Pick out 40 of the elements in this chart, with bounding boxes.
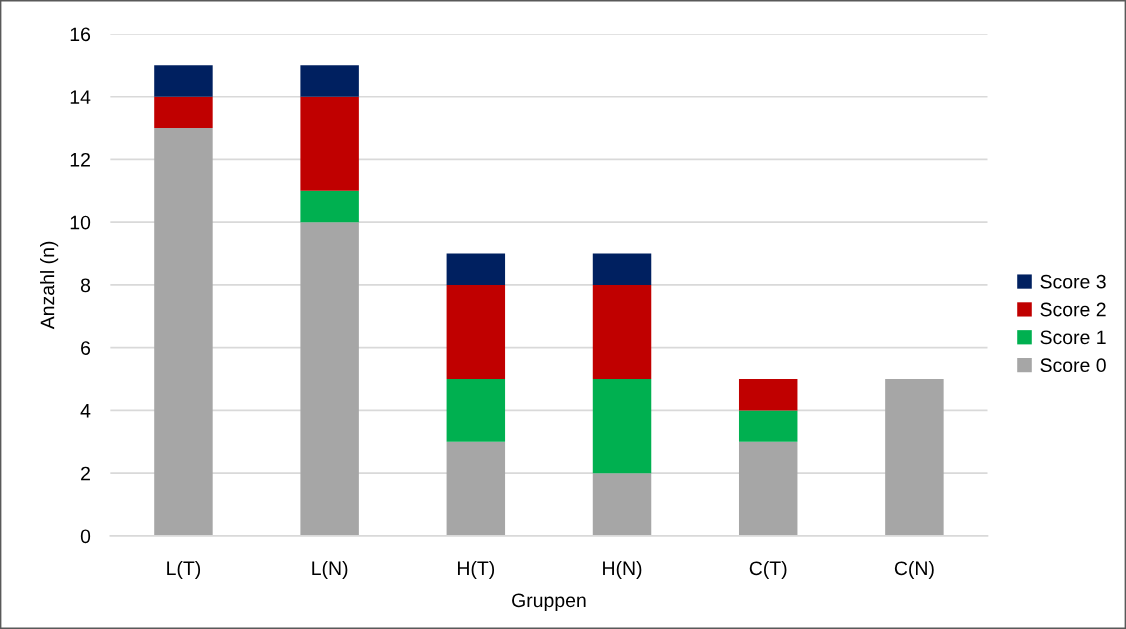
- bar: [300, 96, 359, 191]
- y-tick-label: 14: [70, 90, 91, 104]
- bar: [446, 284, 506, 380]
- y-tick-label: 16: [70, 27, 91, 42]
- bar: [738, 410, 798, 442]
- bar: [446, 441, 506, 536]
- x-tick-label: C(T): [749, 560, 787, 580]
- bar: [446, 379, 506, 442]
- bar: [592, 253, 652, 285]
- bar: [885, 379, 944, 536]
- bar: [592, 379, 652, 474]
- legend-label: Score 2: [1040, 302, 1106, 317]
- y-tick-label: 2: [81, 466, 90, 481]
- bar: [738, 379, 798, 411]
- x-axis-title: Gruppen: [512, 593, 586, 612]
- y-tick-label: 4: [80, 404, 91, 418]
- bar: [446, 253, 506, 285]
- legend-label: Score 3: [1040, 274, 1106, 289]
- x-tick-label: H(N): [603, 560, 642, 580]
- y-tick-label: 6: [81, 341, 91, 355]
- bar: [154, 128, 213, 536]
- y-tick-label: 12: [70, 152, 90, 167]
- y-tick-label: 10: [70, 215, 91, 230]
- bar: [738, 441, 798, 536]
- legend-label: Score 1: [1040, 330, 1106, 345]
- legend-label: Score 0: [1040, 358, 1106, 373]
- bar: [592, 473, 652, 536]
- bar: [300, 65, 359, 97]
- bar: [154, 65, 213, 97]
- y-tick-label: 8: [80, 278, 91, 293]
- bar: [300, 222, 359, 536]
- x-tick-label: C(N): [894, 560, 934, 580]
- y-axis-title: Anzahl (n): [40, 241, 59, 330]
- bar: [592, 284, 652, 380]
- y-tick-label: 0: [80, 529, 91, 544]
- bar: [154, 96, 213, 129]
- x-tick-label: H(T): [457, 560, 495, 580]
- x-tick-label: L(N): [312, 560, 348, 580]
- bar: [300, 190, 359, 223]
- x-tick-label: L(T): [167, 560, 201, 580]
